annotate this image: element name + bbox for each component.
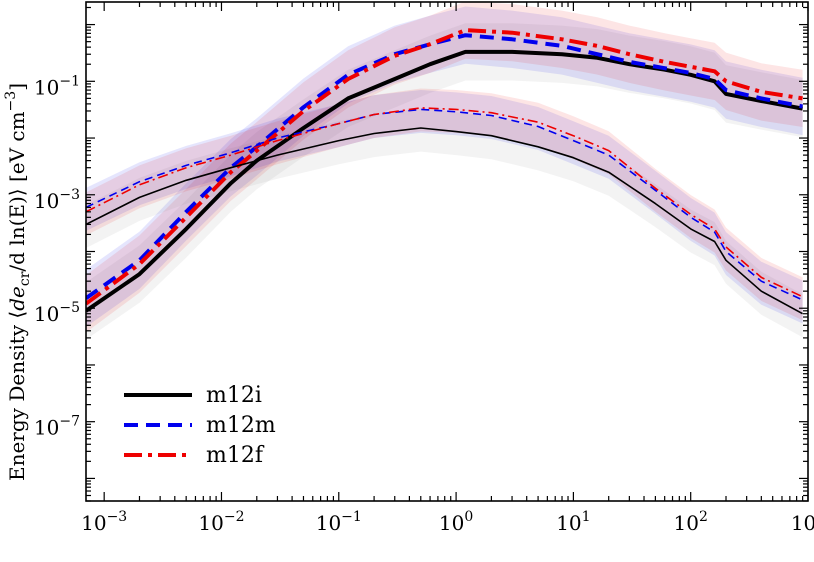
legend-label: m12i <box>206 383 262 408</box>
x-tick-label: 102 <box>674 509 708 535</box>
x-tick-label: 101 <box>556 509 590 535</box>
x-tick-label: 10−3 <box>81 509 127 535</box>
legend-label: m12m <box>206 413 276 438</box>
x-tick-label: 10−1 <box>316 509 362 535</box>
y-tick-label: 10−3 <box>34 187 80 213</box>
x-tick-label: 100 <box>439 509 473 535</box>
series-line-m12i-thin <box>86 127 803 315</box>
series-line-m12i-thick <box>86 49 803 313</box>
legend-item-m12f: m12f <box>124 443 265 468</box>
legend: m12i m12m m12f <box>124 383 276 468</box>
x-tick-label: 103 <box>791 509 814 535</box>
y-tick-label: 10−5 <box>34 300 80 326</box>
y-axis-label: Energy Density ⟨decr/d ln(E)⟩ [eV cm−3] <box>3 83 33 481</box>
y-tick-label: 10−7 <box>34 414 80 440</box>
axis-ticks <box>86 2 809 502</box>
band-m12m-thin <box>86 90 803 324</box>
band-m12f-thin <box>86 88 803 321</box>
legend-item-m12m: m12m <box>124 413 276 438</box>
uncertainty-bands <box>86 2 803 340</box>
legend-label: m12f <box>206 443 265 468</box>
series-line-m12f-thin <box>86 107 803 298</box>
band-m12m-thick <box>86 6 803 327</box>
series-line-m12m-thick <box>86 33 803 300</box>
series-line-m12m-thin <box>86 108 803 301</box>
series-line-m12f-thick <box>86 28 803 306</box>
series-lines <box>86 28 803 315</box>
y-tick-label: 10−1 <box>34 73 80 99</box>
band-m12f-thick <box>86 2 803 333</box>
tick-labels: 10−3 10−2 10−1 100 101 102 103 10−1 10−3 10−5 10−7 <box>34 73 814 535</box>
legend-item-m12i: m12i <box>124 383 262 408</box>
x-tick-label: 10−2 <box>198 509 244 535</box>
band-m12i-thick <box>86 23 803 340</box>
